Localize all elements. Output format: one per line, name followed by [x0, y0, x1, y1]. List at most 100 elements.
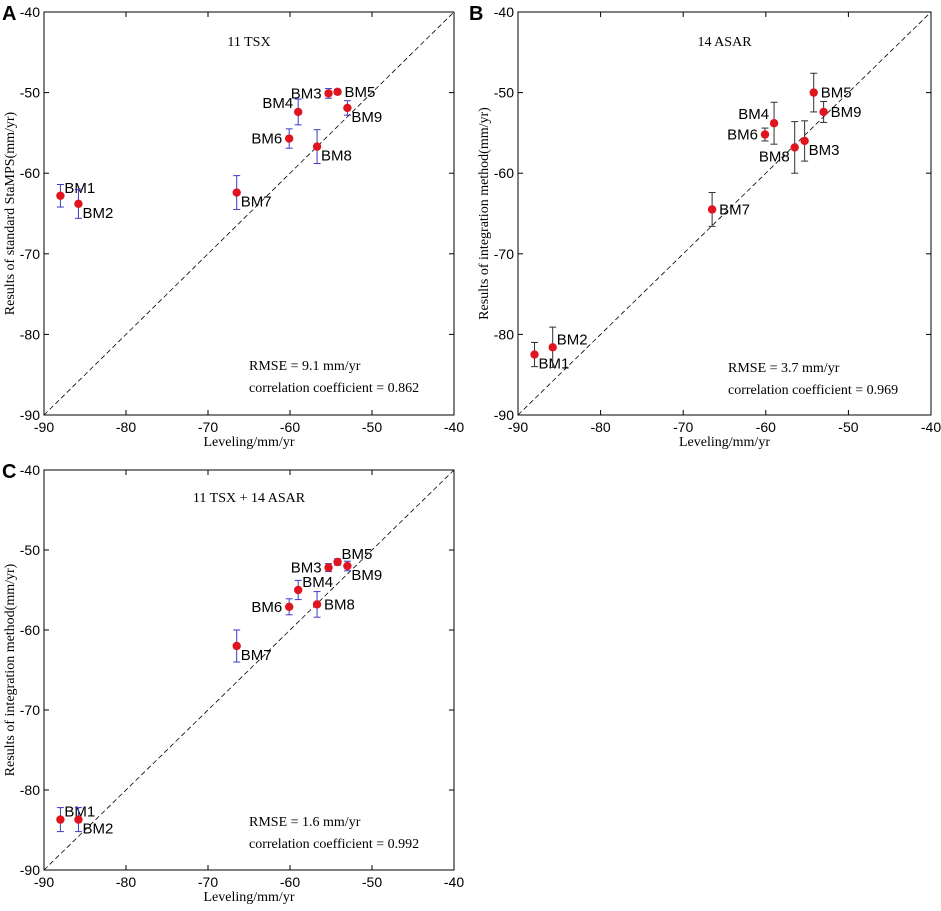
- x-axis-title: Leveling/mm/yr: [679, 435, 770, 450]
- x-tick-label: -40: [444, 419, 464, 435]
- point-marker: [343, 103, 352, 113]
- panel-a: A -90 -80 -70 -60 -50 -40 -40 -50 -60 -70 -80 -90 Lev…: [2, 3, 464, 450]
- x-tick-label: -90: [508, 419, 528, 435]
- correlation-text: correlation coefficient = 0.862: [249, 381, 419, 396]
- point-marker: [324, 89, 333, 98]
- point-label: BM2: [557, 331, 588, 348]
- y-tick-label: -90: [494, 407, 514, 423]
- y-tick-label: -40: [494, 4, 514, 20]
- data-point-bm8: BM8: [312, 129, 352, 165]
- data-point-bm6: BM6: [727, 127, 770, 144]
- y-axis-title: Results of integration method(mm/yr): [3, 563, 18, 776]
- x-tick-label: -60: [280, 419, 300, 435]
- data-point-bm2: BM2: [548, 326, 588, 368]
- data-point-bm3: BM3: [291, 85, 333, 102]
- y-tick-label: -60: [20, 622, 40, 638]
- point-label: BM1: [64, 804, 95, 821]
- point-marker: [343, 561, 352, 571]
- x-axis-title: Leveling/mm/yr: [204, 890, 295, 905]
- data-point-bm6: BM6: [251, 598, 294, 616]
- data-point-bm8: BM8: [759, 121, 799, 174]
- point-label: BM2: [82, 821, 113, 838]
- data-point-bm7: BM7: [232, 629, 272, 664]
- data-point-bm9: BM9: [343, 100, 382, 126]
- point-label: BM9: [351, 109, 382, 126]
- point-label: BM1: [539, 356, 570, 373]
- point-marker: [74, 815, 83, 824]
- reference-line: [43, 469, 455, 871]
- reference-line: [517, 11, 932, 416]
- x-tick-label: -80: [590, 419, 610, 435]
- x-tick-label: -90: [34, 419, 54, 435]
- point-marker: [294, 585, 303, 595]
- data-point-bm7: BM7: [232, 175, 272, 211]
- point-label: BM5: [345, 84, 376, 101]
- y-tick-label: -50: [20, 542, 40, 558]
- point-marker: [790, 143, 799, 152]
- point-label: BM4: [262, 95, 293, 112]
- data-point-bm3: BM3: [291, 560, 333, 577]
- data-point-bm1: BM1: [56, 180, 95, 208]
- point-marker: [333, 87, 342, 96]
- plot-frame: [517, 11, 932, 416]
- point-marker: [707, 205, 717, 214]
- panel-letter: A: [2, 3, 16, 25]
- x-tick-label: -70: [673, 419, 693, 435]
- data-point-bm4: BM4: [738, 101, 779, 145]
- point-label: BM6: [251, 131, 282, 148]
- y-tick-label: -60: [494, 165, 514, 181]
- x-tick-label: -40: [921, 419, 941, 435]
- point-marker: [800, 136, 809, 146]
- panel-title: 14 ASAR: [697, 35, 752, 50]
- point-marker: [74, 199, 83, 209]
- data-point-bm5: BM5: [333, 546, 373, 567]
- y-tick-label: -70: [494, 246, 514, 262]
- y-tick-label: -70: [20, 246, 40, 262]
- point-marker: [232, 641, 241, 651]
- panel-letter: C: [2, 461, 16, 483]
- panel-title: 11 TSX: [227, 35, 270, 50]
- y-tick-label: -50: [494, 85, 514, 101]
- point-marker: [530, 350, 539, 359]
- x-tick-label: -40: [444, 874, 464, 890]
- point-label: BM5: [342, 546, 373, 563]
- point-label: BM8: [324, 596, 355, 613]
- point-marker: [333, 557, 342, 567]
- point-label: BM9: [351, 567, 382, 584]
- point-marker: [56, 815, 65, 824]
- point-marker: [56, 191, 65, 200]
- rmse-text: RMSE = 3.7 mm/yr: [728, 361, 840, 376]
- correlation-text: correlation coefficient = 0.992: [249, 837, 419, 852]
- y-tick-label: -70: [20, 702, 40, 718]
- x-tick-label: -80: [116, 419, 136, 435]
- x-tick-label: -50: [362, 419, 382, 435]
- point-label: BM8: [321, 148, 352, 165]
- point-marker: [809, 88, 818, 97]
- y-tick-label: -90: [20, 407, 40, 423]
- point-label: BM7: [719, 201, 750, 218]
- point-label: BM4: [302, 574, 333, 591]
- data-point-bm5: BM5: [333, 84, 375, 101]
- point-marker: [769, 119, 779, 128]
- plot-frame: [43, 469, 455, 871]
- x-tick-label: -70: [198, 419, 218, 435]
- data-point-bm3: BM3: [800, 120, 839, 162]
- data-point-bm4: BM4: [294, 574, 333, 601]
- y-tick-label: -50: [20, 85, 40, 101]
- point-label: BM3: [291, 85, 322, 102]
- y-tick-label: -90: [20, 862, 40, 878]
- point-label: BM7: [241, 194, 272, 211]
- panel-b: B -90 -80 -70 -60 -50 -40 -40 -50 -60 -70 -80 -90 Lev…: [469, 3, 941, 450]
- x-tick-label: -60: [756, 419, 776, 435]
- plot-frame: [43, 11, 455, 416]
- point-marker: [294, 107, 303, 117]
- x-tick-label: -50: [838, 419, 858, 435]
- x-tick-label: -70: [198, 874, 218, 890]
- point-marker: [284, 134, 294, 143]
- point-label: BM5: [821, 85, 852, 102]
- point-marker: [819, 107, 828, 117]
- data-point-bm5: BM5: [809, 72, 852, 113]
- x-tick-label: -60: [280, 874, 300, 890]
- point-label: BM8: [759, 148, 790, 165]
- point-marker: [284, 602, 294, 611]
